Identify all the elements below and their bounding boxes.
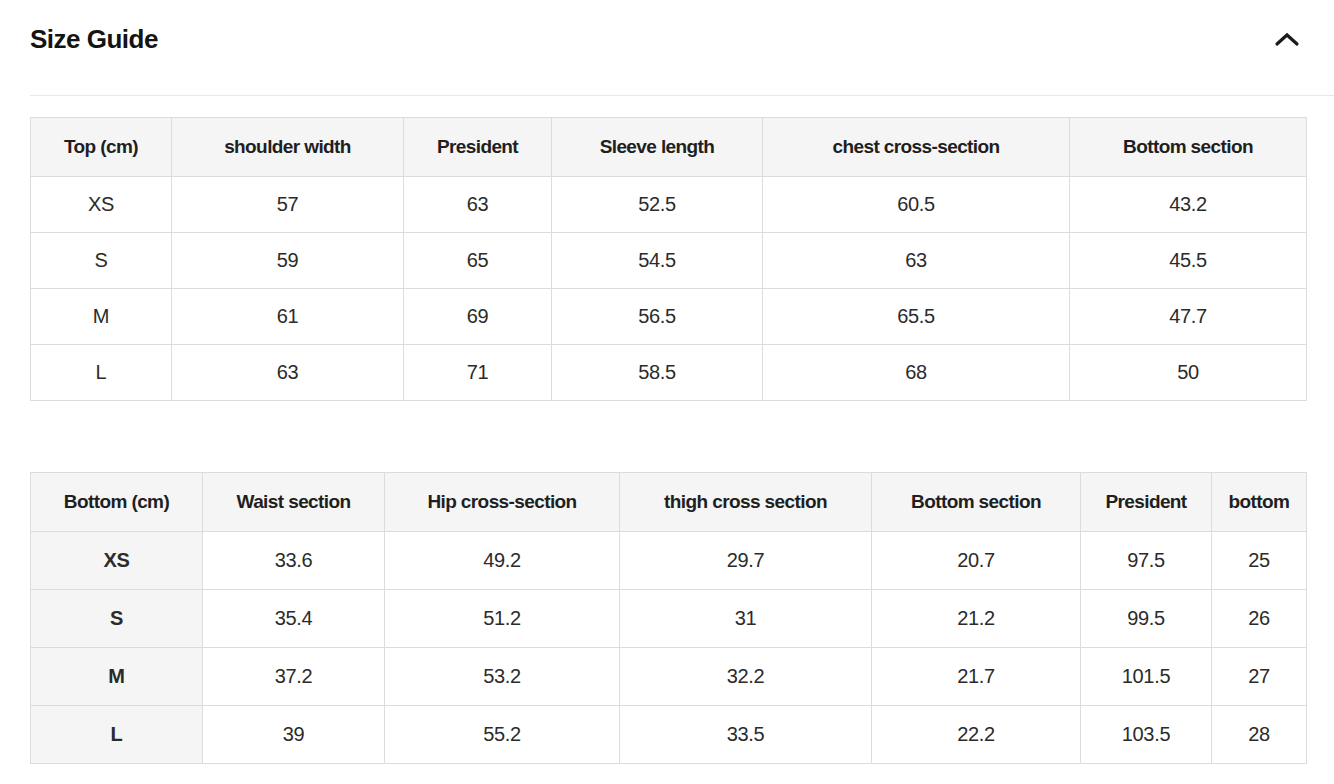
value-cell: 35.4	[203, 590, 385, 648]
value-cell: 22.2	[872, 706, 1081, 764]
column-header: bottom	[1212, 473, 1307, 532]
size-label-cell: S	[31, 233, 172, 289]
value-cell: 103.5	[1081, 706, 1212, 764]
value-cell: 21.2	[872, 590, 1081, 648]
value-cell: 43.2	[1070, 177, 1307, 233]
column-header: Bottom section	[872, 473, 1081, 532]
size-label-cell: L	[31, 706, 203, 764]
value-cell: 69	[404, 289, 552, 345]
chevron-up-icon	[1274, 31, 1300, 48]
size-label-cell: L	[31, 345, 172, 401]
table-row: M 61 69 56.5 65.5 47.7	[31, 289, 1307, 345]
size-label-cell: S	[31, 590, 203, 648]
table-row: S 59 65 54.5 63 45.5	[31, 233, 1307, 289]
value-cell: 51.2	[385, 590, 620, 648]
table-row: S 35.4 51.2 31 21.2 99.5 26	[31, 590, 1307, 648]
value-cell: 61	[172, 289, 404, 345]
value-cell: 97.5	[1081, 532, 1212, 590]
table-row: L 63 71 58.5 68 50	[31, 345, 1307, 401]
value-cell: 50	[1070, 345, 1307, 401]
column-header: chest cross-section	[763, 118, 1070, 177]
page-title: Size Guide	[30, 26, 158, 52]
column-header: Hip cross-section	[385, 473, 620, 532]
table-row: XS 57 63 52.5 60.5 43.2	[31, 177, 1307, 233]
value-cell: 47.7	[1070, 289, 1307, 345]
value-cell: 21.7	[872, 648, 1081, 706]
value-cell: 57	[172, 177, 404, 233]
value-cell: 52.5	[552, 177, 763, 233]
value-cell: 45.5	[1070, 233, 1307, 289]
size-label-cell: XS	[31, 532, 203, 590]
value-cell: 28	[1212, 706, 1307, 764]
value-cell: 32.2	[620, 648, 872, 706]
value-cell: 58.5	[552, 345, 763, 401]
value-cell: 31	[620, 590, 872, 648]
value-cell: 59	[172, 233, 404, 289]
value-cell: 55.2	[385, 706, 620, 764]
table-header-row: Top (cm) shoulder width President Sleeve…	[31, 118, 1307, 177]
value-cell: 27	[1212, 648, 1307, 706]
column-header: President	[1081, 473, 1212, 532]
top-size-table: Top (cm) shoulder width President Sleeve…	[30, 117, 1307, 401]
column-header: Bottom section	[1070, 118, 1307, 177]
value-cell: 101.5	[1081, 648, 1212, 706]
column-header: shoulder width	[172, 118, 404, 177]
collapse-section-button[interactable]	[1272, 29, 1302, 50]
value-cell: 49.2	[385, 532, 620, 590]
size-label-cell: M	[31, 648, 203, 706]
value-cell: 56.5	[552, 289, 763, 345]
column-header: thigh cross section	[620, 473, 872, 532]
value-cell: 29.7	[620, 532, 872, 590]
value-cell: 60.5	[763, 177, 1070, 233]
size-label-cell: XS	[31, 177, 172, 233]
table-row: M 37.2 53.2 32.2 21.7 101.5 27	[31, 648, 1307, 706]
value-cell: 65	[404, 233, 552, 289]
value-cell: 53.2	[385, 648, 620, 706]
value-cell: 25	[1212, 532, 1307, 590]
value-cell: 65.5	[763, 289, 1070, 345]
value-cell: 33.5	[620, 706, 872, 764]
value-cell: 26	[1212, 590, 1307, 648]
column-header: President	[404, 118, 552, 177]
value-cell: 63	[763, 233, 1070, 289]
size-guide-section: Size Guide Top (cm) shoulder width Presi…	[0, 0, 1334, 784]
value-cell: 37.2	[203, 648, 385, 706]
section-header: Size Guide	[30, 26, 1306, 52]
section-divider	[30, 95, 1334, 96]
table-header-row: Bottom (cm) Waist section Hip cross-sect…	[31, 473, 1307, 532]
value-cell: 68	[763, 345, 1070, 401]
bottom-size-table: Bottom (cm) Waist section Hip cross-sect…	[30, 472, 1307, 764]
value-cell: 39	[203, 706, 385, 764]
table-row: L 39 55.2 33.5 22.2 103.5 28	[31, 706, 1307, 764]
size-label-cell: M	[31, 289, 172, 345]
value-cell: 54.5	[552, 233, 763, 289]
column-header: Top (cm)	[31, 118, 172, 177]
value-cell: 63	[172, 345, 404, 401]
value-cell: 63	[404, 177, 552, 233]
value-cell: 20.7	[872, 532, 1081, 590]
column-header: Bottom (cm)	[31, 473, 203, 532]
value-cell: 33.6	[203, 532, 385, 590]
column-header: Sleeve length	[552, 118, 763, 177]
value-cell: 71	[404, 345, 552, 401]
column-header: Waist section	[203, 473, 385, 532]
value-cell: 99.5	[1081, 590, 1212, 648]
table-row: XS 33.6 49.2 29.7 20.7 97.5 25	[31, 532, 1307, 590]
